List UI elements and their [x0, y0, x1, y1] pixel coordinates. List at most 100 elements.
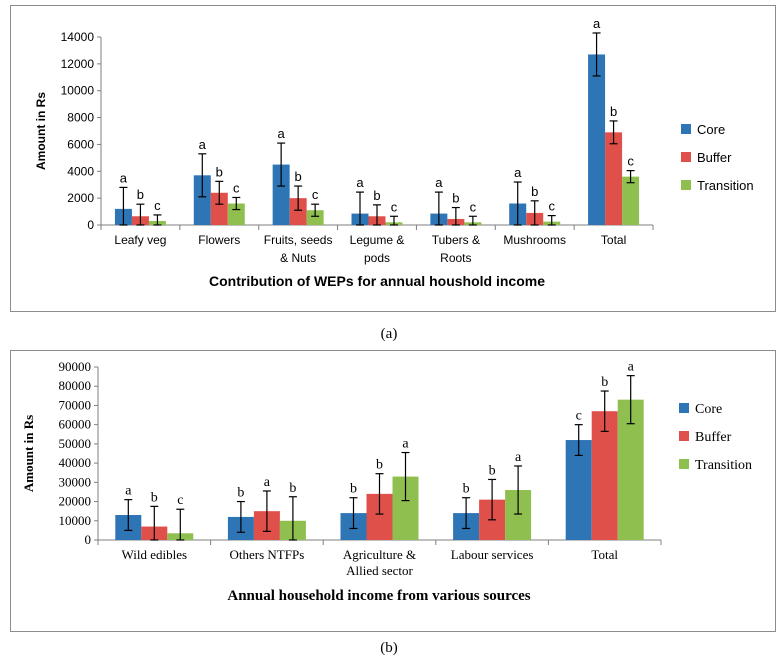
- category-label: Agriculture &: [343, 547, 416, 562]
- chart-b-svg: 0 10000 20000 30000 40000 50000 60000 70000 8000…: [21, 359, 752, 604]
- category-label: Roots: [440, 251, 471, 265]
- significance-letter: a: [356, 175, 364, 190]
- legend-label-core: Core: [695, 402, 722, 417]
- significance-letter: a: [515, 450, 522, 465]
- y-tick-label: 2000: [67, 191, 94, 205]
- category-label: Fruits, seeds: [264, 233, 333, 247]
- significance-letter: b: [295, 169, 302, 184]
- significance-letter: c: [576, 409, 582, 424]
- category-label: Leafy veg: [114, 233, 166, 247]
- x-axis-title: Annual household income from various sou…: [227, 588, 530, 604]
- significance-letter: b: [350, 482, 357, 497]
- y-tick-label: 14000: [61, 30, 95, 44]
- y-axis-label: Amount in Rs: [21, 415, 36, 492]
- significance-letter: b: [601, 375, 608, 390]
- significance-letter: b: [373, 188, 380, 203]
- bar-buffer: [591, 411, 618, 540]
- chart-panel-a: 0 2000 4000 6000 8000 10000 12000 14000 Amount i…: [10, 5, 776, 312]
- legend-swatch-core: [679, 403, 689, 413]
- bar-buffer: [210, 192, 228, 225]
- category-label: Total: [601, 233, 626, 247]
- significance-letter: a: [402, 437, 409, 452]
- legend-label-transition: Transition: [695, 458, 752, 473]
- legend-label-core: Core: [697, 122, 725, 137]
- category-label: Total: [591, 547, 618, 562]
- category-label: Wild edibles: [122, 547, 188, 562]
- significance-letter: b: [489, 463, 496, 478]
- significance-letter: a: [120, 170, 128, 185]
- bar-buffer: [605, 132, 623, 225]
- y-tick-label: 0: [87, 218, 94, 232]
- significance-letter: c: [154, 198, 161, 213]
- y-axis-label: Amount in Rs: [34, 92, 48, 170]
- legend-swatch-core: [681, 124, 691, 134]
- significance-letter: b: [216, 164, 223, 179]
- significance-letter: b: [452, 191, 459, 206]
- significance-letter: b: [610, 104, 617, 119]
- significance-letter: b: [376, 458, 383, 473]
- significance-letter: b: [151, 490, 158, 505]
- significance-letter: c: [391, 199, 398, 214]
- y-tick-label: 30000: [59, 474, 92, 489]
- significance-letter: a: [435, 175, 443, 190]
- y-tick-label: 90000: [59, 359, 92, 374]
- chart-a-svg: 0 2000 4000 6000 8000 10000 12000 14000 Amount i…: [34, 16, 754, 289]
- legend-swatch-transition: [679, 459, 689, 469]
- legend-swatch-transition: [681, 180, 691, 190]
- y-tick-label: 6000: [67, 137, 94, 151]
- bar-core: [193, 175, 211, 225]
- significance-letter: b: [237, 486, 244, 501]
- legend-label-transition: Transition: [697, 178, 754, 193]
- significance-letter: b: [531, 184, 538, 199]
- y-tick-label: 10000: [59, 513, 92, 528]
- significance-letter: a: [199, 137, 207, 152]
- category-label: Allied sector: [346, 563, 413, 578]
- significance-letter: b: [289, 481, 296, 496]
- significance-letter: a: [264, 475, 271, 490]
- y-tick-label: 12000: [61, 57, 95, 71]
- significance-letter: c: [177, 493, 183, 508]
- significance-letter: b: [463, 482, 470, 497]
- significance-letter: a: [278, 126, 286, 141]
- caption-a: (a): [380, 326, 398, 342]
- significance-letter: a: [125, 484, 132, 499]
- significance-letter: c: [233, 180, 240, 195]
- legend-label-buffer: Buffer: [697, 150, 732, 165]
- legend-swatch-buffer: [681, 152, 691, 162]
- x-axis-title: Contribution of WEPs for annual houshold…: [209, 273, 545, 289]
- y-tick-label: 70000: [59, 397, 92, 412]
- bar-core: [565, 440, 592, 540]
- significance-letter: a: [628, 360, 635, 375]
- significance-letter: c: [470, 199, 477, 214]
- y-tick-label: 60000: [59, 417, 92, 432]
- significance-letter: c: [548, 199, 555, 214]
- category-label: pods: [364, 251, 390, 265]
- category-label: Tubers &: [432, 233, 480, 247]
- bar-core: [272, 164, 290, 225]
- significance-letter: a: [514, 165, 522, 180]
- y-tick-label: 80000: [59, 378, 92, 393]
- category-label: Mushrooms: [503, 233, 566, 247]
- y-tick-label: 50000: [59, 436, 92, 451]
- y-tick-label: 20000: [59, 494, 92, 509]
- category-label: Labour services: [451, 547, 534, 562]
- significance-letter: b: [137, 187, 144, 202]
- caption-b: (b): [380, 640, 398, 656]
- significance-letter: a: [593, 16, 601, 31]
- category-label: Flowers: [198, 233, 240, 247]
- bar-transition: [227, 203, 245, 225]
- bar-transition: [622, 176, 640, 225]
- category-label: Legume &: [350, 233, 405, 247]
- bar-buffer: [289, 198, 307, 225]
- significance-letter: c: [627, 154, 634, 169]
- y-tick-label: 40000: [59, 455, 92, 470]
- y-tick-label: 8000: [67, 111, 94, 125]
- bar-transition: [306, 210, 324, 225]
- legend-swatch-buffer: [679, 431, 689, 441]
- y-tick-label: 10000: [61, 84, 95, 98]
- y-tick-label: 4000: [67, 164, 94, 178]
- legend-label-buffer: Buffer: [695, 430, 732, 445]
- bar-core: [588, 54, 606, 226]
- y-tick-label: 0: [85, 532, 92, 547]
- significance-letter: c: [312, 187, 319, 202]
